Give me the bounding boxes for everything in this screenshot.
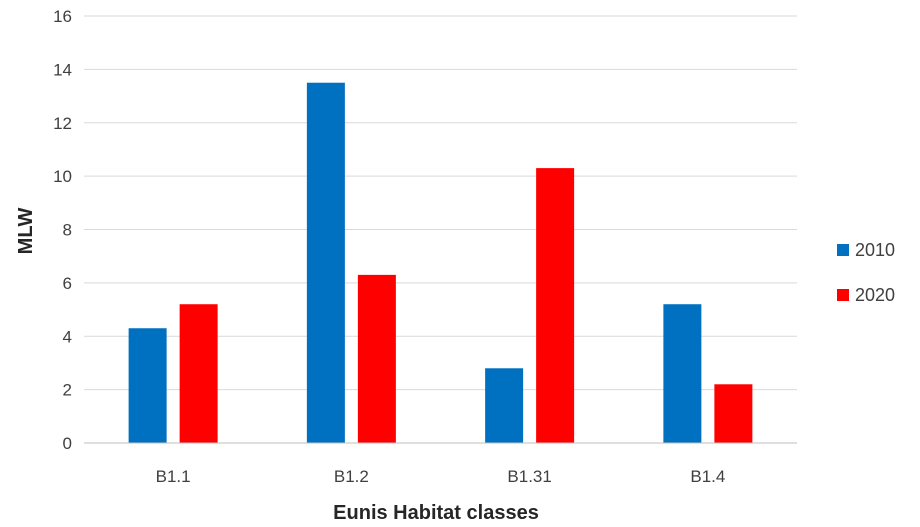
- x-category-label: B1.2: [334, 467, 369, 486]
- bar-2010-B1.2: [306, 82, 345, 443]
- y-tick-label: 2: [63, 381, 72, 400]
- x-category-label: B1.31: [507, 467, 551, 486]
- y-tick-label: 16: [53, 7, 72, 26]
- legend-swatch-2010: [837, 244, 849, 256]
- y-tick-label: 6: [63, 274, 72, 293]
- y-tick-label: 12: [53, 114, 72, 133]
- bar-2020-B1.31: [536, 168, 575, 443]
- bar-2020-B1.4: [714, 384, 753, 443]
- legend: 2010 2020: [837, 240, 895, 305]
- x-category-label: B1.4: [690, 467, 725, 486]
- y-tick-label: 0: [63, 434, 72, 453]
- y-axis-ticks: 0 2 4 6 8 10 12 14 16: [53, 7, 72, 453]
- x-category-label: B1.1: [156, 467, 191, 486]
- y-tick-label: 14: [53, 60, 72, 79]
- y-tick-label: 8: [63, 221, 72, 240]
- y-tick-label: 10: [53, 167, 72, 186]
- bar-2010-B1.1: [128, 328, 167, 443]
- y-tick-label: 4: [63, 327, 72, 346]
- bars: [128, 82, 753, 443]
- bar-2020-B1.1: [179, 304, 218, 443]
- bar-2010-B1.31: [485, 368, 524, 443]
- legend-swatch-2020: [837, 289, 849, 301]
- legend-label: 2010: [855, 240, 895, 260]
- legend-label: 2020: [855, 285, 895, 305]
- x-axis-categories: B1.1 B1.2 B1.31 B1.4: [156, 467, 726, 486]
- bar-2020-B1.2: [357, 274, 396, 443]
- bar-2010-B1.4: [663, 304, 702, 443]
- y-axis-title: MLW: [15, 208, 37, 255]
- x-axis-title: Eunis Habitat classes: [333, 502, 539, 524]
